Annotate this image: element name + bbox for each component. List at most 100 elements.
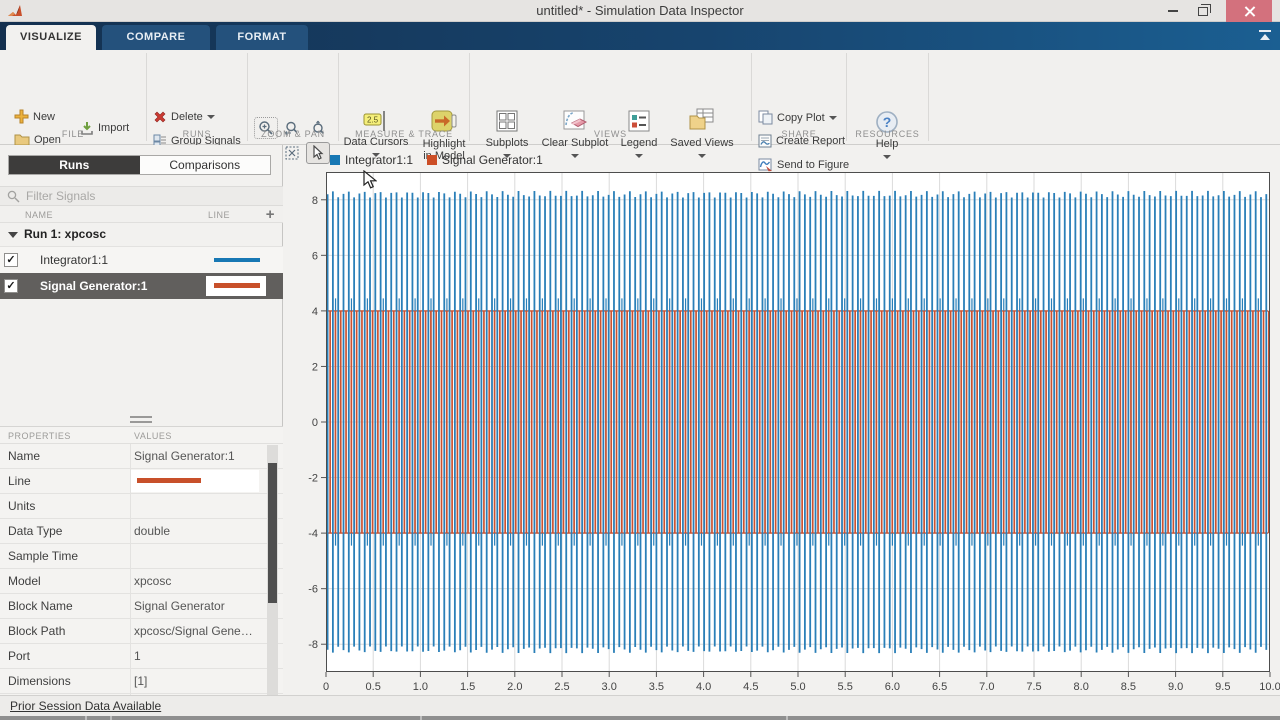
clear-subplot-button[interactable]: Clear Subplot [530, 109, 620, 161]
signal-row-integrator[interactable]: ✓ Integrator1:1 [0, 247, 283, 273]
property-label: Data Type [8, 524, 63, 538]
svg-text:4: 4 [312, 306, 318, 318]
group-label-file: FILE [61, 129, 85, 139]
tab-visualize[interactable]: VISUALIZE [6, 25, 96, 50]
property-row[interactable]: Line [0, 469, 283, 494]
signal-checkbox[interactable]: ✓ [4, 253, 18, 267]
new-button[interactable]: New [14, 109, 55, 124]
svg-text:2: 2 [312, 361, 318, 373]
property-row[interactable]: Model xpcosc [0, 569, 283, 594]
copy-plot-button[interactable]: Copy Plot [758, 110, 837, 125]
properties-scrollbar-thumb[interactable] [268, 463, 277, 603]
property-value: double [134, 524, 171, 538]
collapse-ribbon-icon[interactable] [1259, 30, 1271, 41]
tab-runs[interactable]: Runs [9, 156, 140, 174]
window-title: untitled* - Simulation Data Inspector [536, 3, 744, 18]
data-cursors-button[interactable]: 2.5 Data Cursors [331, 110, 421, 160]
create-report-button[interactable]: Create Report [758, 134, 845, 148]
legend-label: Signal Generator:1 [442, 153, 543, 167]
properties-splitter-handle[interactable] [130, 416, 152, 423]
legend-dropdown-caret [635, 154, 643, 158]
subplots-button[interactable]: Subplots [472, 109, 542, 161]
svg-text:7.5: 7.5 [1026, 681, 1041, 693]
group-label-runs: RUNS [182, 129, 212, 139]
zoom-in-button[interactable] [254, 117, 278, 139]
property-row[interactable]: Name Signal Generator:1 [0, 444, 283, 469]
delete-icon [154, 111, 166, 123]
property-row[interactable]: Port 1 [0, 644, 283, 669]
tab-compare[interactable]: COMPARE [102, 25, 210, 50]
run-group-label: Run 1: xpcosc [24, 227, 107, 241]
legend-button[interactable]: Legend [604, 109, 674, 161]
property-line-swatch [137, 478, 201, 483]
matlab-logo-icon [8, 5, 22, 16]
svg-text:0.5: 0.5 [366, 681, 381, 693]
property-line-cell [131, 470, 259, 492]
svg-text:2.5: 2.5 [367, 116, 379, 125]
import-button[interactable]: Import [80, 121, 129, 135]
prior-session-link[interactable]: Prior Session Data Available [10, 699, 162, 713]
close-button[interactable] [1226, 0, 1272, 22]
column-name[interactable]: NAME [25, 210, 54, 220]
ribbon: New Open Save Import Export FILE Delete … [0, 50, 1280, 172]
svg-text:-8: -8 [308, 639, 318, 651]
run-group-row[interactable]: Run 1: xpcosc [0, 223, 283, 247]
zoom-in-y-button[interactable] [306, 117, 330, 139]
pointer-mode-button[interactable] [306, 142, 330, 164]
minimize-button[interactable] [1158, 0, 1188, 22]
group-label-measure-trace: MEASURE & TRACE [355, 129, 453, 139]
legend-swatch-integrator [330, 155, 340, 165]
svg-text:2.0: 2.0 [507, 681, 522, 693]
properties-scrollbar[interactable] [267, 445, 278, 695]
legend-label: Integrator1:1 [345, 153, 414, 167]
send-to-figure-button[interactable]: Send to Figure [758, 158, 849, 172]
group-label-share: SHARE [781, 129, 817, 139]
subplots-icon [472, 109, 542, 133]
property-label: Sample Time [8, 549, 79, 563]
property-label: Line [8, 474, 31, 488]
plot-area[interactable]: 0 0.5 1.0 1.5 2.0 2.5 3.0 3.5 4.0 4.5 5.0 5.5 6.0 6.5… [308, 172, 1280, 693]
values-column-label: VALUES [134, 431, 172, 441]
data-cursors-dropdown-caret [372, 153, 380, 157]
signal-line-swatch-cell[interactable] [206, 250, 266, 270]
plot-legend: Integrator1:1 Signal Generator:1 [330, 153, 543, 167]
restore-button[interactable] [1188, 0, 1218, 22]
filter-placeholder: Filter Signals [26, 189, 96, 203]
group-label-zoom-pan: ZOOM & PAN [261, 129, 325, 139]
signal-line-swatch-cell[interactable] [206, 276, 266, 296]
sidebar-tab-switch: Runs Comparisons [8, 155, 271, 175]
import-icon [81, 122, 93, 135]
property-value: xpcosc/Signal Gene… [134, 624, 253, 638]
add-column-button[interactable]: + [265, 206, 275, 223]
svg-text:4.5: 4.5 [743, 681, 758, 693]
properties-panel: PROPERTIES VALUES Name Signal Generator:1… [0, 426, 283, 695]
signal-row-signal-generator[interactable]: ✓ Signal Generator:1 [0, 273, 283, 299]
saved-views-button[interactable]: Saved Views [662, 107, 742, 161]
property-row[interactable]: Sample Time [0, 544, 283, 569]
collapse-run-icon[interactable] [8, 232, 18, 238]
property-row[interactable]: Units [0, 494, 283, 519]
statusbar: Prior Session Data Available [0, 695, 1280, 716]
highlight-in-model-icon [409, 108, 479, 134]
data-cursors-icon: 2.5 [331, 110, 421, 132]
close-icon [1244, 6, 1255, 17]
tab-comparisons[interactable]: Comparisons [139, 156, 270, 174]
svg-text:5.0: 5.0 [790, 681, 805, 693]
svg-text:9.0: 9.0 [1168, 681, 1183, 693]
signal-checkbox[interactable]: ✓ [4, 279, 18, 293]
filter-signals-input[interactable]: Filter Signals [0, 186, 283, 206]
property-row[interactable]: Data Type double [0, 519, 283, 544]
tab-format[interactable]: FORMAT [216, 25, 308, 50]
property-row[interactable]: Dimensions [1] [0, 669, 283, 694]
mouse-cursor [363, 170, 377, 189]
fit-to-view-button[interactable] [280, 142, 304, 164]
zoom-in-x-button[interactable] [280, 117, 304, 139]
column-line[interactable]: LINE [208, 210, 231, 220]
property-label: Dimensions [8, 674, 71, 688]
titlebar: untitled* - Simulation Data Inspector [0, 0, 1280, 22]
restore-icon [1198, 3, 1211, 16]
property-row[interactable]: Block Path xpcosc/Signal Gene… [0, 619, 283, 644]
delete-button[interactable]: Delete [153, 110, 215, 124]
help-button[interactable]: ? Help [852, 110, 922, 162]
property-row[interactable]: Block Name Signal Generator [0, 594, 283, 619]
